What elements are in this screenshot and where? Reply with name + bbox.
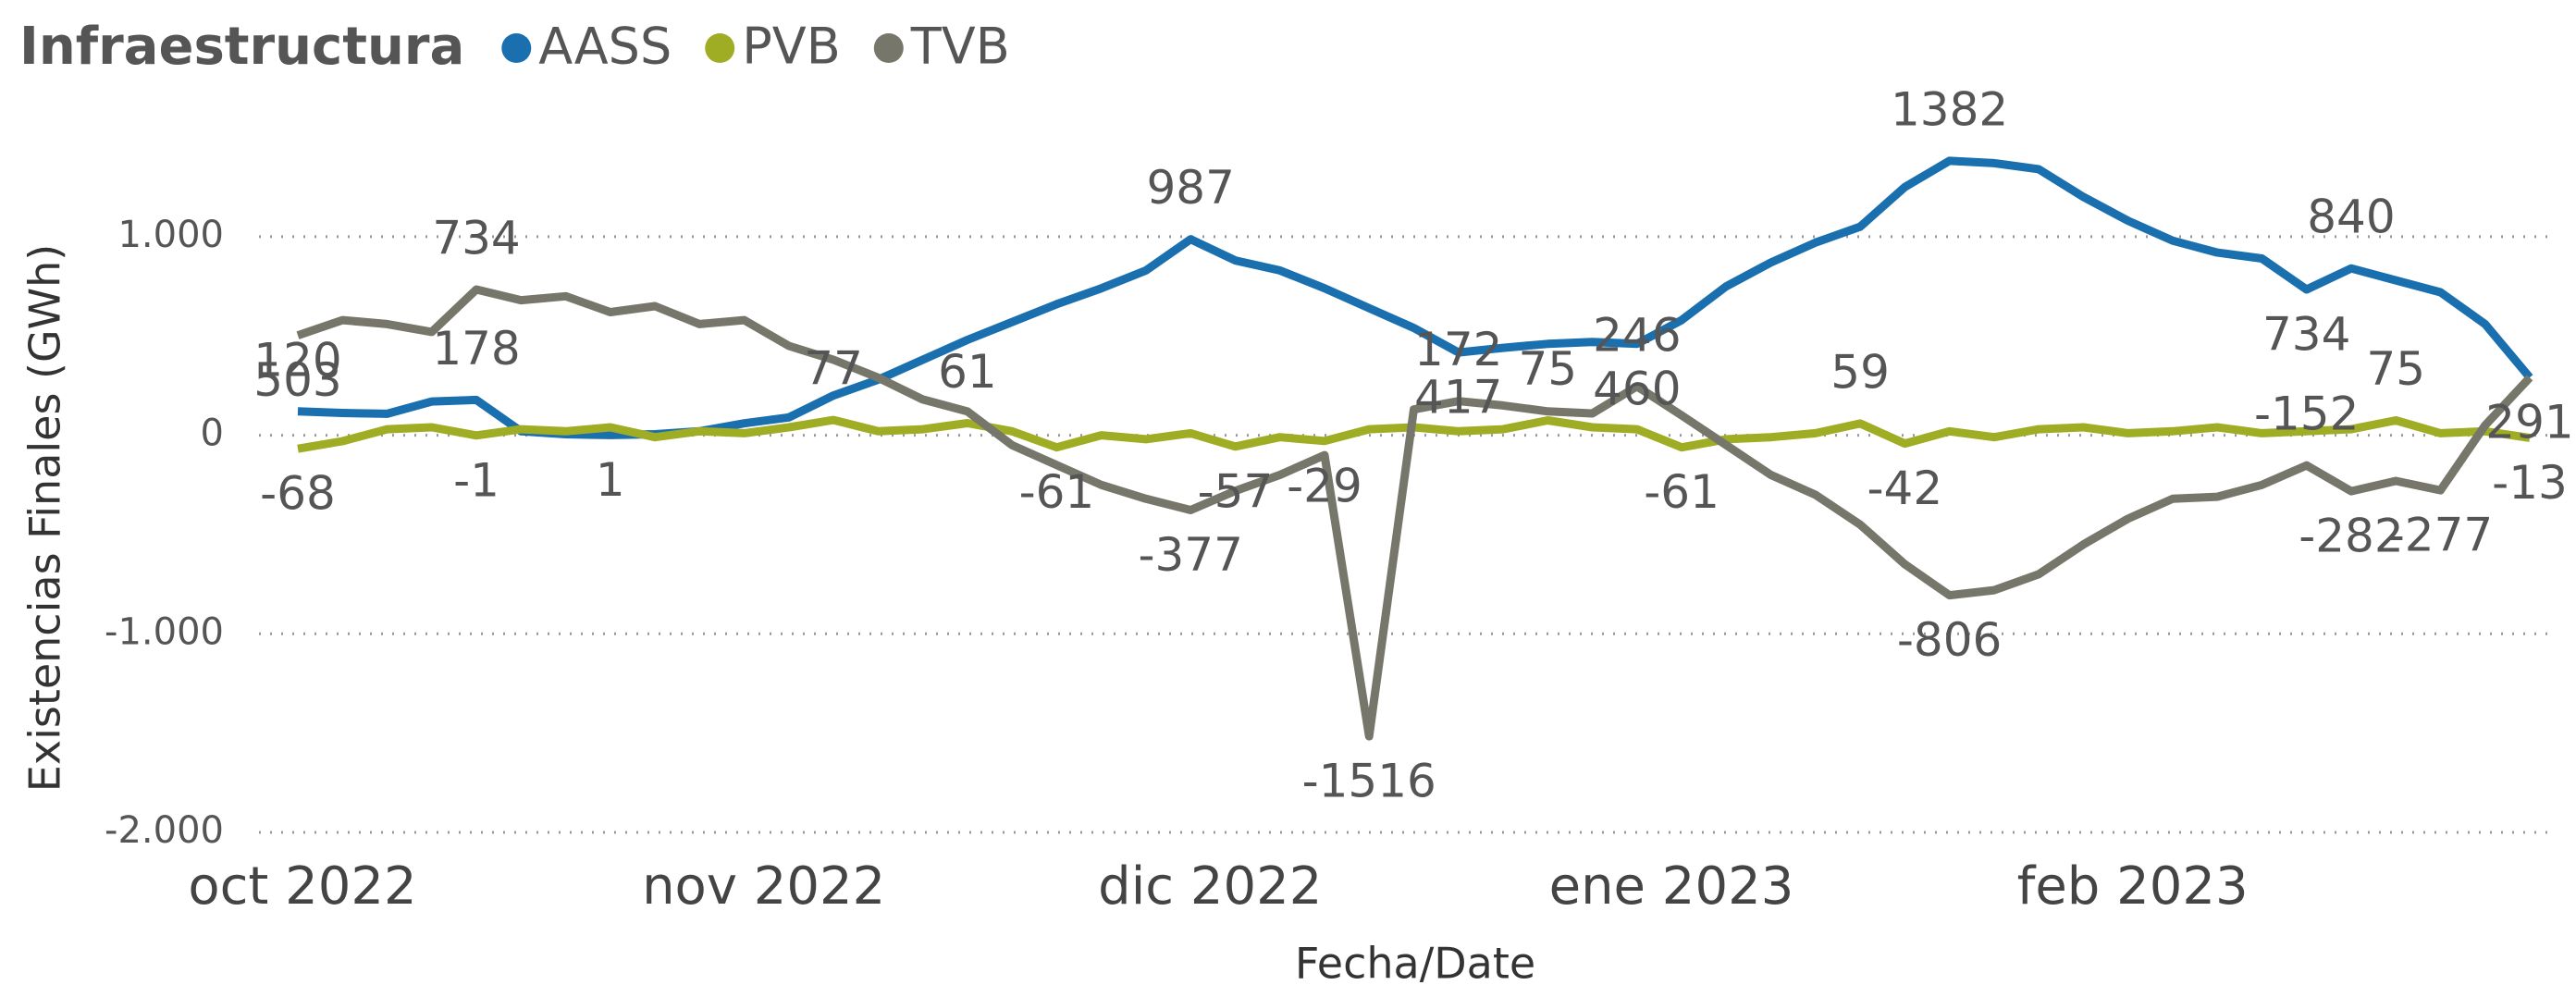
data-label: 417 (1414, 371, 1502, 425)
data-label: 120 (253, 333, 341, 387)
data-label: -806 (1897, 613, 2002, 667)
y-axis-title: Existencias Finales (GWh) (20, 244, 70, 792)
data-label: 291 (2485, 396, 2573, 449)
legend-marker (705, 33, 735, 63)
data-label: 75 (1518, 342, 1577, 396)
data-label: 61 (938, 345, 997, 399)
data-label: -377 (1138, 528, 1242, 582)
x-tick-label: nov 2022 (642, 856, 885, 917)
data-label: 246 (1593, 308, 1681, 362)
data-label: 734 (2262, 307, 2350, 361)
data-label: -61 (1644, 465, 1719, 519)
data-label: 75 (2366, 342, 2425, 396)
x-tick-label: feb 2023 (2017, 856, 2249, 917)
data-label: 77 (804, 342, 863, 396)
data-label: -61 (1019, 465, 1095, 519)
data-label: -13 (2492, 456, 2568, 510)
data-label: 460 (1593, 362, 1681, 415)
x-tick-label: oct 2022 (188, 856, 416, 917)
y-tick-label: -1.000 (105, 610, 224, 653)
y-tick-label: 1.000 (117, 214, 224, 256)
data-label: -57 (1198, 464, 1274, 518)
legend-label: PVB (742, 18, 841, 76)
x-axis-title: Fecha/Date (1295, 939, 1535, 985)
x-tick-label: ene 2023 (1549, 856, 1794, 917)
chart-title: Infraestructura (19, 17, 464, 77)
series-line (296, 285, 2533, 741)
data-label: 987 (1146, 161, 1234, 215)
legend-label: AASS (538, 18, 672, 76)
legend-label: TVB (910, 18, 1010, 76)
data-label: 1382 (1891, 82, 2008, 136)
data-label: -1516 (1302, 755, 1436, 808)
data-label: 1 (596, 453, 625, 507)
data-label: 503 (253, 353, 341, 407)
data-label: -42 (1867, 462, 1943, 515)
data-label: -1 (453, 453, 499, 507)
x-tick-label: dic 2022 (1098, 856, 1322, 917)
data-label: -277 (2388, 509, 2493, 562)
data-label: -152 (2254, 388, 2359, 441)
y-tick-label: 0 (201, 412, 224, 455)
data-label: -68 (260, 467, 336, 521)
legend-marker (873, 33, 904, 63)
data-label: 734 (432, 211, 520, 265)
data-label: -29 (1287, 459, 1362, 512)
data-label: 172 (1414, 323, 1502, 376)
y-tick-label: -2.000 (105, 809, 224, 852)
data-label: -282 (2299, 510, 2403, 563)
data-label: 840 (2307, 191, 2395, 244)
legend-marker (501, 33, 532, 63)
data-label: 178 (432, 322, 520, 376)
data-label: 59 (1830, 345, 1890, 399)
